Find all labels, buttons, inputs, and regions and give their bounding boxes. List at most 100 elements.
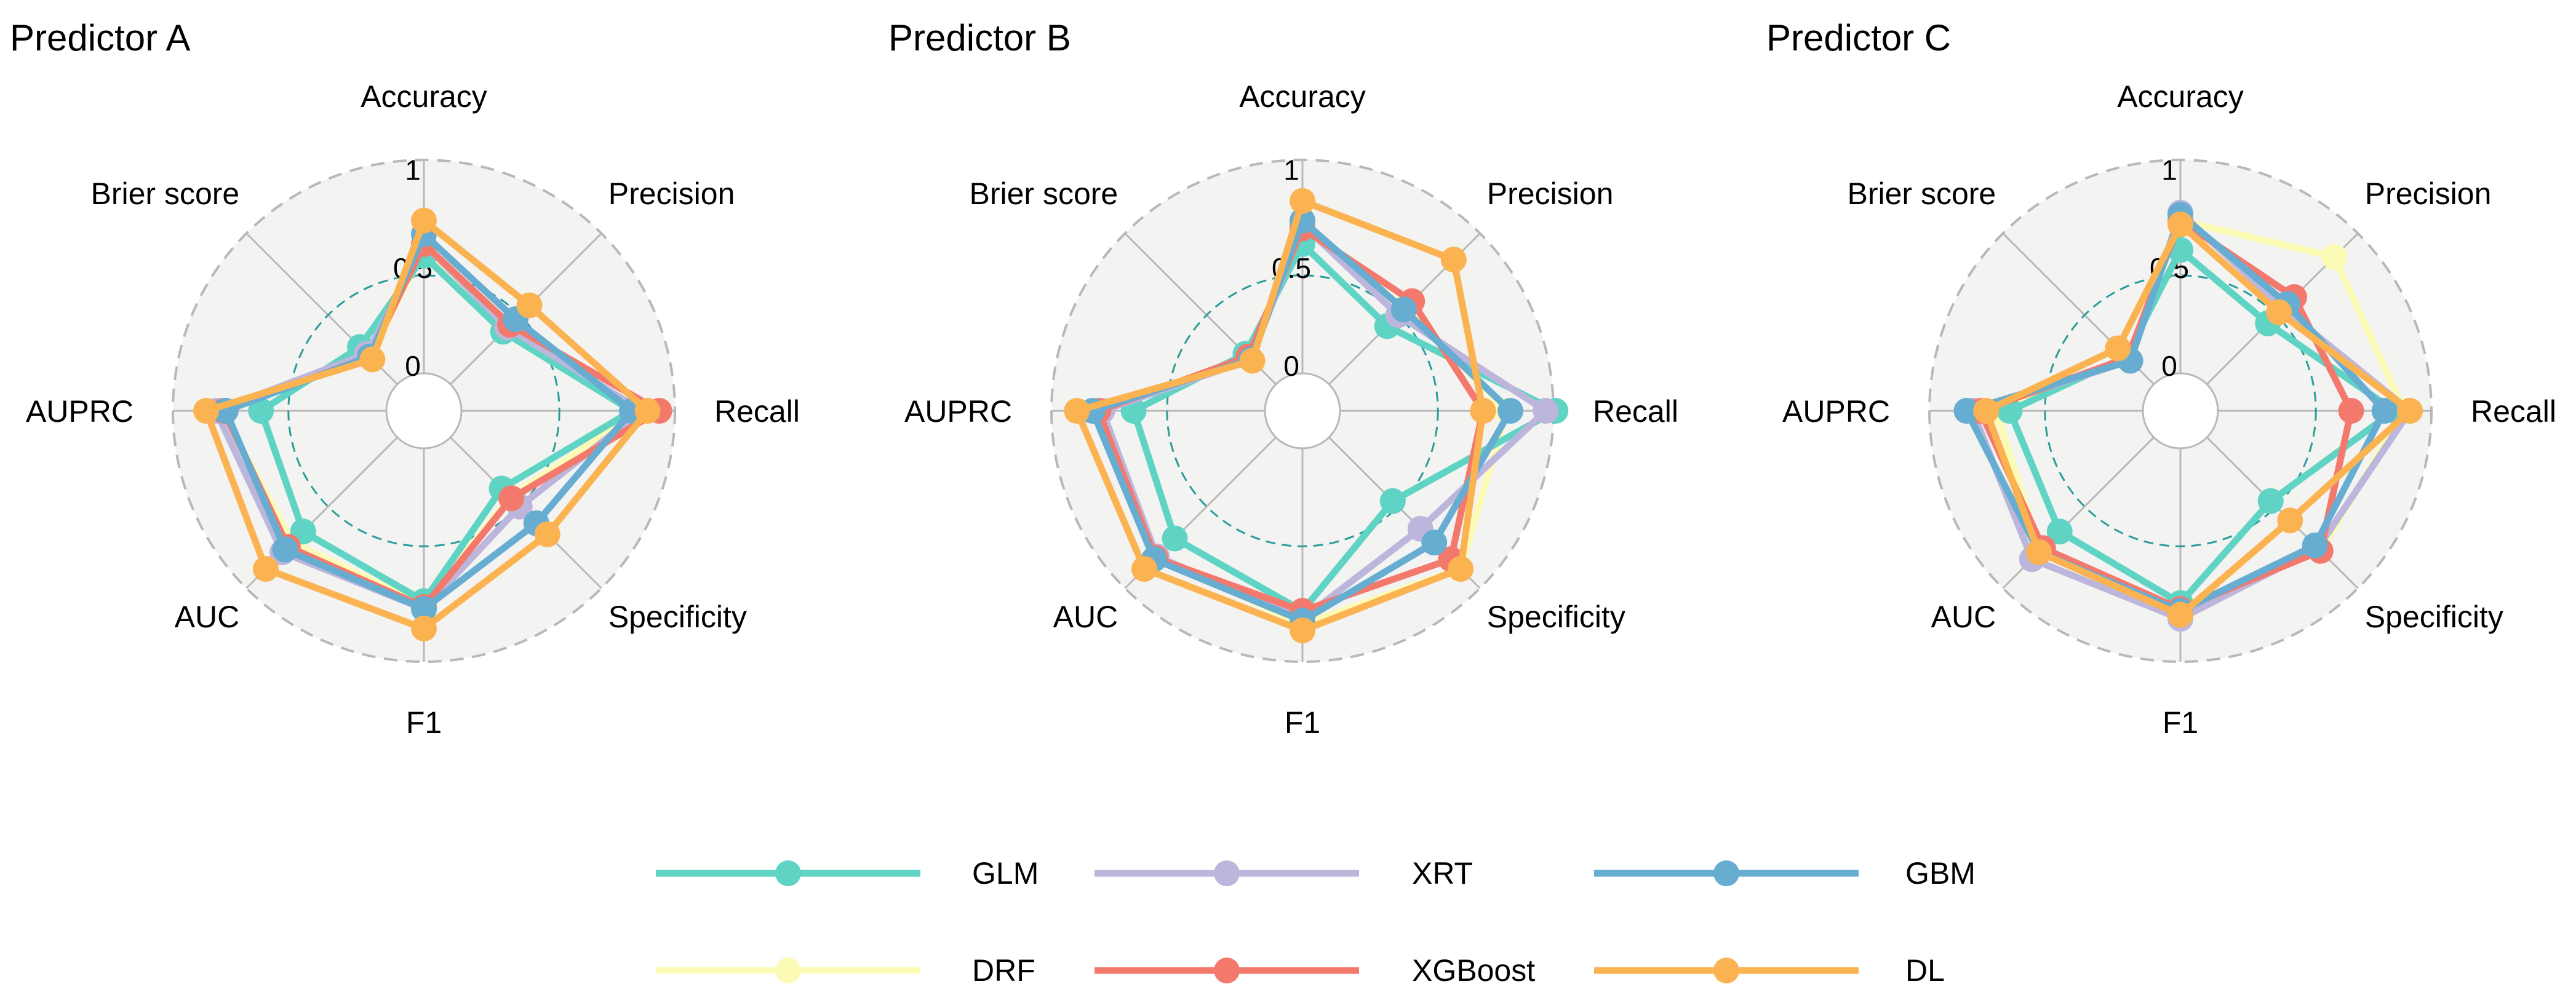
point-gbm-recall — [2371, 398, 2398, 424]
point-dl-brier-score — [1239, 347, 1266, 374]
point-gbm-precision — [1390, 296, 1417, 323]
point-dl-recall — [1470, 398, 1496, 424]
legend-item-glm: GLM — [656, 856, 1039, 891]
point-dl-brier-score — [2105, 335, 2131, 362]
axis-label-auc: AUC — [1931, 600, 1996, 634]
legend-swatch-point-xgboost — [1214, 958, 1240, 983]
legend-swatch-point-dl — [1713, 958, 1739, 983]
tick-label-1: 1 — [405, 154, 421, 186]
axis-label-specificity: Specificity — [1487, 600, 1625, 634]
radar-panel-3: Predictor C00.51AccuracyPrecisionRecallS… — [1766, 17, 2556, 740]
legend-swatch-point-gbm — [1713, 860, 1739, 886]
axis-label-auprc: AUPRC — [904, 394, 1012, 429]
tick-label-1: 1 — [2161, 154, 2177, 186]
point-dl-f1 — [2167, 601, 2193, 628]
mid-ring — [1166, 274, 1439, 547]
legend-swatch-point-drf — [775, 958, 801, 983]
axis-label-auprc: AUPRC — [1782, 394, 1890, 429]
point-dl-accuracy — [1290, 188, 1315, 214]
inner-hole — [1264, 372, 1341, 450]
point-xgboost-recall — [2338, 398, 2364, 424]
tick-label-0: 0 — [2161, 350, 2177, 382]
series-dl — [193, 207, 661, 641]
axis-label-f1: F1 — [2163, 705, 2198, 740]
point-dl-recall — [634, 398, 661, 424]
mid-ring — [287, 274, 560, 547]
legend: GLM XRT GBM DRF XGBoost DL — [656, 856, 1976, 988]
point-glm-auprc — [248, 398, 274, 424]
point-glm-specificity — [1379, 488, 1406, 514]
radar-panel-1: Predictor A00.51AccuracyPrecisionRecallS… — [10, 17, 800, 740]
legend-label-dl: DL — [1905, 953, 1945, 988]
axis-label-precision: Precision — [2365, 177, 2492, 211]
point-xgboost-specificity — [498, 485, 525, 512]
panel-title: Predictor B — [888, 17, 1071, 58]
point-dl-f1 — [411, 615, 437, 641]
point-dl-auprc — [1064, 398, 1090, 424]
legend-item-xrt: XRT — [1095, 856, 1473, 891]
axis-label-recall: Recall — [2471, 394, 2556, 429]
axis-label-accuracy: Accuracy — [361, 79, 487, 114]
point-dl-specificity — [1448, 556, 1474, 582]
axis-label-precision: Precision — [608, 177, 735, 211]
point-dl-f1 — [1290, 617, 1315, 644]
legend-label-gbm: GBM — [1905, 856, 1976, 891]
axis-label-accuracy: Accuracy — [1239, 79, 1366, 114]
axis-label-recall: Recall — [1593, 394, 1678, 429]
series-dl — [1973, 211, 2423, 628]
tick-label-0: 0 — [405, 350, 421, 382]
point-dl-auc — [252, 556, 279, 582]
point-gbm-specificity — [2302, 532, 2328, 558]
legend-item-gbm: GBM — [1594, 856, 1976, 891]
point-gbm-f1 — [411, 596, 437, 622]
axis-label-specificity: Specificity — [2365, 600, 2503, 634]
axis-label-auprc: AUPRC — [26, 394, 134, 429]
point-dl-precision — [1440, 247, 1467, 273]
point-xrt-recall — [1533, 398, 1559, 424]
point-dl-auprc — [1973, 398, 2000, 424]
mid-ring — [2044, 274, 2317, 547]
point-gbm-specificity — [1421, 530, 1448, 556]
point-dl-auc — [2025, 539, 2052, 566]
legend-item-dl: DL — [1594, 953, 1945, 988]
legend-swatch-point-glm — [775, 860, 801, 886]
legend-label-xgboost: XGBoost — [1412, 953, 1535, 988]
point-gbm-auc — [272, 536, 298, 563]
axis-label-specificity: Specificity — [608, 600, 747, 634]
legend-label-drf: DRF — [972, 953, 1035, 988]
legend-label-xrt: XRT — [1412, 856, 1473, 891]
radar-panel-2: Predictor B00.51AccuracyPrecisionRecallS… — [888, 17, 1678, 740]
axis-label-recall: Recall — [714, 394, 800, 429]
point-dl-brier-score — [359, 346, 386, 373]
legend-swatch-point-xrt — [1214, 860, 1240, 886]
point-drf-precision — [2321, 244, 2348, 270]
axis-label-precision: Precision — [1487, 177, 1614, 211]
panel-title: Predictor A — [10, 17, 190, 58]
legend-item-xgboost: XGBoost — [1095, 953, 1535, 988]
point-dl-specificity — [534, 521, 560, 547]
axis-label-auc: AUC — [1053, 600, 1119, 634]
point-dl-precision — [516, 292, 543, 319]
axis-label-auc: AUC — [175, 600, 240, 634]
axis-label-f1: F1 — [406, 705, 442, 740]
point-dl-accuracy — [411, 207, 437, 234]
inner-hole — [2142, 372, 2219, 450]
axis-label-brier-score: Brier score — [91, 177, 240, 211]
point-dl-auprc — [193, 398, 220, 424]
point-gbm-recall — [1497, 398, 1524, 424]
tick-label-1: 1 — [1283, 154, 1299, 186]
series-dl — [1064, 188, 1496, 644]
axis-label-brier-score: Brier score — [970, 177, 1119, 211]
inner-hole — [385, 372, 463, 450]
point-glm-specificity — [2257, 488, 2284, 514]
legend-label-glm: GLM — [972, 856, 1039, 891]
tick-label-0: 0 — [1283, 350, 1299, 382]
point-glm-auc — [1162, 525, 1188, 552]
point-dl-precision — [2266, 299, 2292, 325]
point-glm-auc — [2046, 518, 2073, 545]
axis-label-accuracy: Accuracy — [2117, 79, 2244, 114]
axis-label-f1: F1 — [1285, 705, 1320, 740]
legend-item-drf: DRF — [656, 953, 1035, 988]
point-gbm-auprc — [1953, 398, 1980, 424]
